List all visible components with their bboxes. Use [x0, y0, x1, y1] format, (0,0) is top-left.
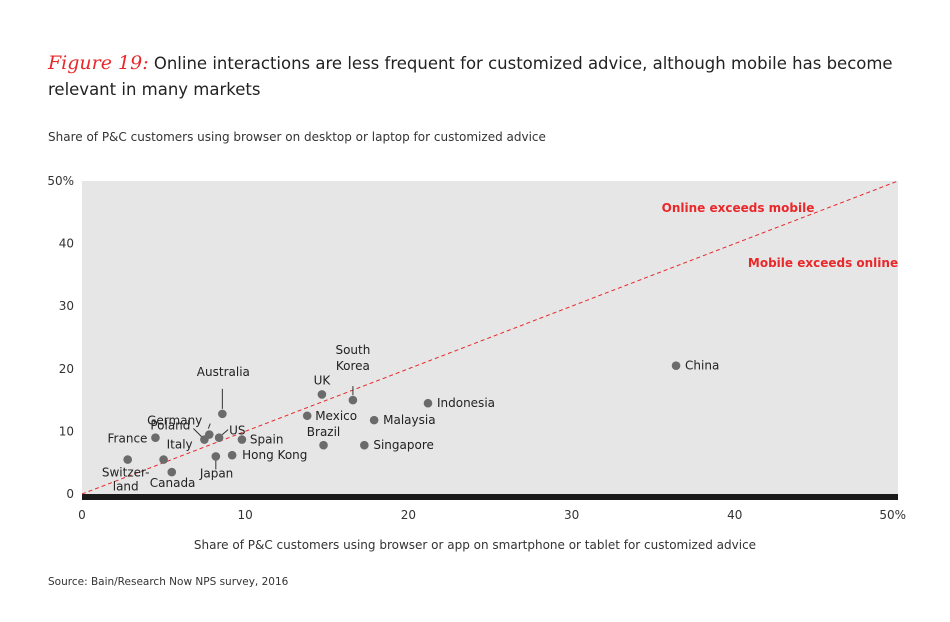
point-label: Spain: [250, 433, 284, 447]
point-label: Brazil: [307, 425, 341, 439]
data-point: [123, 455, 132, 464]
data-point: [218, 409, 227, 419]
x-tick-label: 50%: [879, 508, 906, 522]
annotation-mobile-exceeds-online: Mobile exceeds online: [748, 256, 898, 270]
figure-title: Figure 19: Online interactions are less …: [48, 50, 918, 103]
source-note: Source: Bain/Research Now NPS survey, 20…: [48, 576, 289, 588]
point-label: Singapore: [373, 438, 434, 452]
y-tick-label: 50%: [47, 174, 74, 188]
point-label: Italy: [167, 438, 193, 452]
point-label: Malaysia: [383, 413, 435, 427]
x-axis-line: [82, 494, 898, 500]
data-point: [348, 395, 358, 405]
data-point: [369, 415, 379, 425]
point-label: Mexico: [315, 409, 357, 423]
point-label: land: [113, 480, 139, 494]
leader-line: [207, 423, 211, 429]
figure-label: Figure 19:: [48, 52, 149, 74]
data-point: [204, 430, 214, 439]
y-tick-label: 40: [59, 237, 74, 251]
y-tick-label: 30: [59, 299, 74, 313]
point-label: Switzer-: [102, 466, 150, 480]
annotation-online-exceeds-mobile: Online exceeds mobile: [662, 201, 815, 215]
point-label: Poland: [150, 419, 190, 433]
data-point: [227, 450, 237, 460]
point-label: China: [685, 359, 719, 373]
x-axis-caption: Share of P&C customers using browser or …: [193, 538, 757, 552]
leader-line: [220, 429, 229, 437]
data-point: [319, 440, 328, 450]
data-point: [159, 455, 168, 464]
data-point: [151, 433, 160, 442]
reference-diagonal: [81, 180, 899, 495]
data-point: [214, 433, 224, 442]
point-label: US: [229, 424, 245, 438]
point-label: Canada: [150, 476, 196, 490]
y-tick-label: 20: [59, 362, 74, 376]
data-point: [302, 411, 312, 421]
x-tick-label: 10: [238, 508, 253, 522]
point-label: South: [335, 343, 370, 357]
data-point: [671, 361, 681, 370]
data-point: [423, 398, 433, 408]
x-tick-label: 0: [78, 508, 86, 522]
point-label: Indonesia: [437, 396, 495, 410]
point-label: UK: [314, 373, 332, 387]
point-label: Australia: [197, 365, 250, 379]
x-tick-label: 30: [564, 508, 579, 522]
data-point: [237, 435, 247, 444]
point-label: Japan: [199, 466, 233, 480]
data-point: [167, 467, 177, 477]
point-label: Hong Kong: [242, 448, 307, 462]
point-label: Korea: [336, 359, 370, 373]
leader-line: [193, 428, 203, 438]
figure-title-text: Online interactions are less frequent fo…: [48, 54, 893, 99]
y-axis-caption: Share of P&C customers using browser on …: [48, 130, 546, 144]
point-label: France: [108, 432, 148, 446]
data-point: [317, 390, 327, 399]
y-tick-label: 10: [59, 424, 74, 438]
x-tick-label: 40: [727, 508, 742, 522]
x-tick-label: 20: [401, 508, 416, 522]
data-point: [211, 452, 221, 461]
point-label: Germany: [147, 414, 202, 428]
y-tick-label: 0: [66, 487, 74, 501]
data-point: [360, 440, 369, 450]
